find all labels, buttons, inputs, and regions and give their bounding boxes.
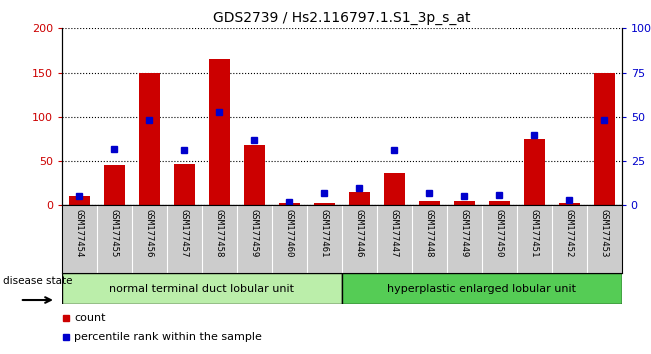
Bar: [559, 202, 579, 205]
Text: hyperplastic enlarged lobular unit: hyperplastic enlarged lobular unit: [387, 284, 576, 293]
Bar: [454, 201, 475, 205]
Text: percentile rank within the sample: percentile rank within the sample: [74, 332, 262, 342]
Bar: [523, 139, 545, 205]
Bar: [62, 273, 342, 304]
Text: GSM177446: GSM177446: [355, 209, 364, 257]
Text: GSM177458: GSM177458: [215, 209, 224, 257]
Text: GSM177457: GSM177457: [180, 209, 189, 257]
Text: count: count: [74, 313, 106, 323]
Text: GSM177451: GSM177451: [530, 209, 539, 257]
Text: disease state: disease state: [3, 276, 73, 286]
Bar: [383, 172, 405, 205]
Bar: [243, 145, 265, 205]
Text: GSM177461: GSM177461: [320, 209, 329, 257]
Text: GSM177448: GSM177448: [424, 209, 434, 257]
Bar: [594, 73, 615, 205]
Text: GSM177447: GSM177447: [390, 209, 399, 257]
Bar: [489, 201, 510, 205]
Text: GSM177460: GSM177460: [284, 209, 294, 257]
Bar: [104, 166, 125, 205]
Title: GDS2739 / Hs2.116797.1.S1_3p_s_at: GDS2739 / Hs2.116797.1.S1_3p_s_at: [213, 11, 471, 24]
Bar: [209, 59, 230, 205]
Text: GSM177454: GSM177454: [75, 209, 84, 257]
Bar: [419, 201, 439, 205]
Text: GSM177449: GSM177449: [460, 209, 469, 257]
Bar: [174, 164, 195, 205]
Text: GSM177452: GSM177452: [564, 209, 574, 257]
Text: GSM177459: GSM177459: [250, 209, 259, 257]
Text: GSM177456: GSM177456: [145, 209, 154, 257]
Text: GSM177453: GSM177453: [600, 209, 609, 257]
Bar: [69, 196, 90, 205]
Text: normal terminal duct lobular unit: normal terminal duct lobular unit: [109, 284, 294, 293]
Bar: [349, 192, 370, 205]
Bar: [279, 202, 299, 205]
Bar: [314, 202, 335, 205]
Text: GSM177455: GSM177455: [110, 209, 119, 257]
Bar: [139, 73, 159, 205]
Text: GSM177450: GSM177450: [495, 209, 504, 257]
Bar: [342, 273, 622, 304]
